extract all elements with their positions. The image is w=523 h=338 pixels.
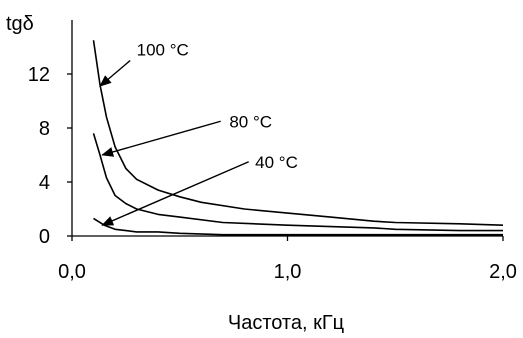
annotation-arrow [101, 120, 221, 157]
y-axis-title: tgδ [6, 13, 34, 35]
series-line-1 [92, 40, 504, 226]
x-tick-label: 1,0 [274, 261, 302, 283]
annotation-arrow [99, 59, 131, 87]
y-tick-label: 12 [28, 64, 50, 86]
annotation-layer: 100 °C 80 °C 40 °C [99, 41, 298, 226]
x-tick-label: 2,0 [489, 261, 517, 283]
annotation-label: 80 °C [229, 112, 272, 131]
series-line-2 [92, 133, 503, 232]
annotation-label: 40 °C [255, 153, 298, 172]
x-tick-label: 0,0 [58, 261, 86, 283]
series-layer [92, 40, 504, 236]
y-tick-label: 4 [39, 172, 50, 194]
series-line-3 [93, 217, 503, 236]
y-tick-label: 8 [39, 118, 50, 140]
axes: 0 4 8 12 0,0 1,0 2,0 [28, 20, 517, 283]
x-axis-title: Частота, кГц [228, 312, 344, 334]
y-tick-label: 0 [39, 226, 50, 248]
annotation-arrow [101, 161, 249, 226]
annotation-label: 100 °C [137, 41, 189, 60]
